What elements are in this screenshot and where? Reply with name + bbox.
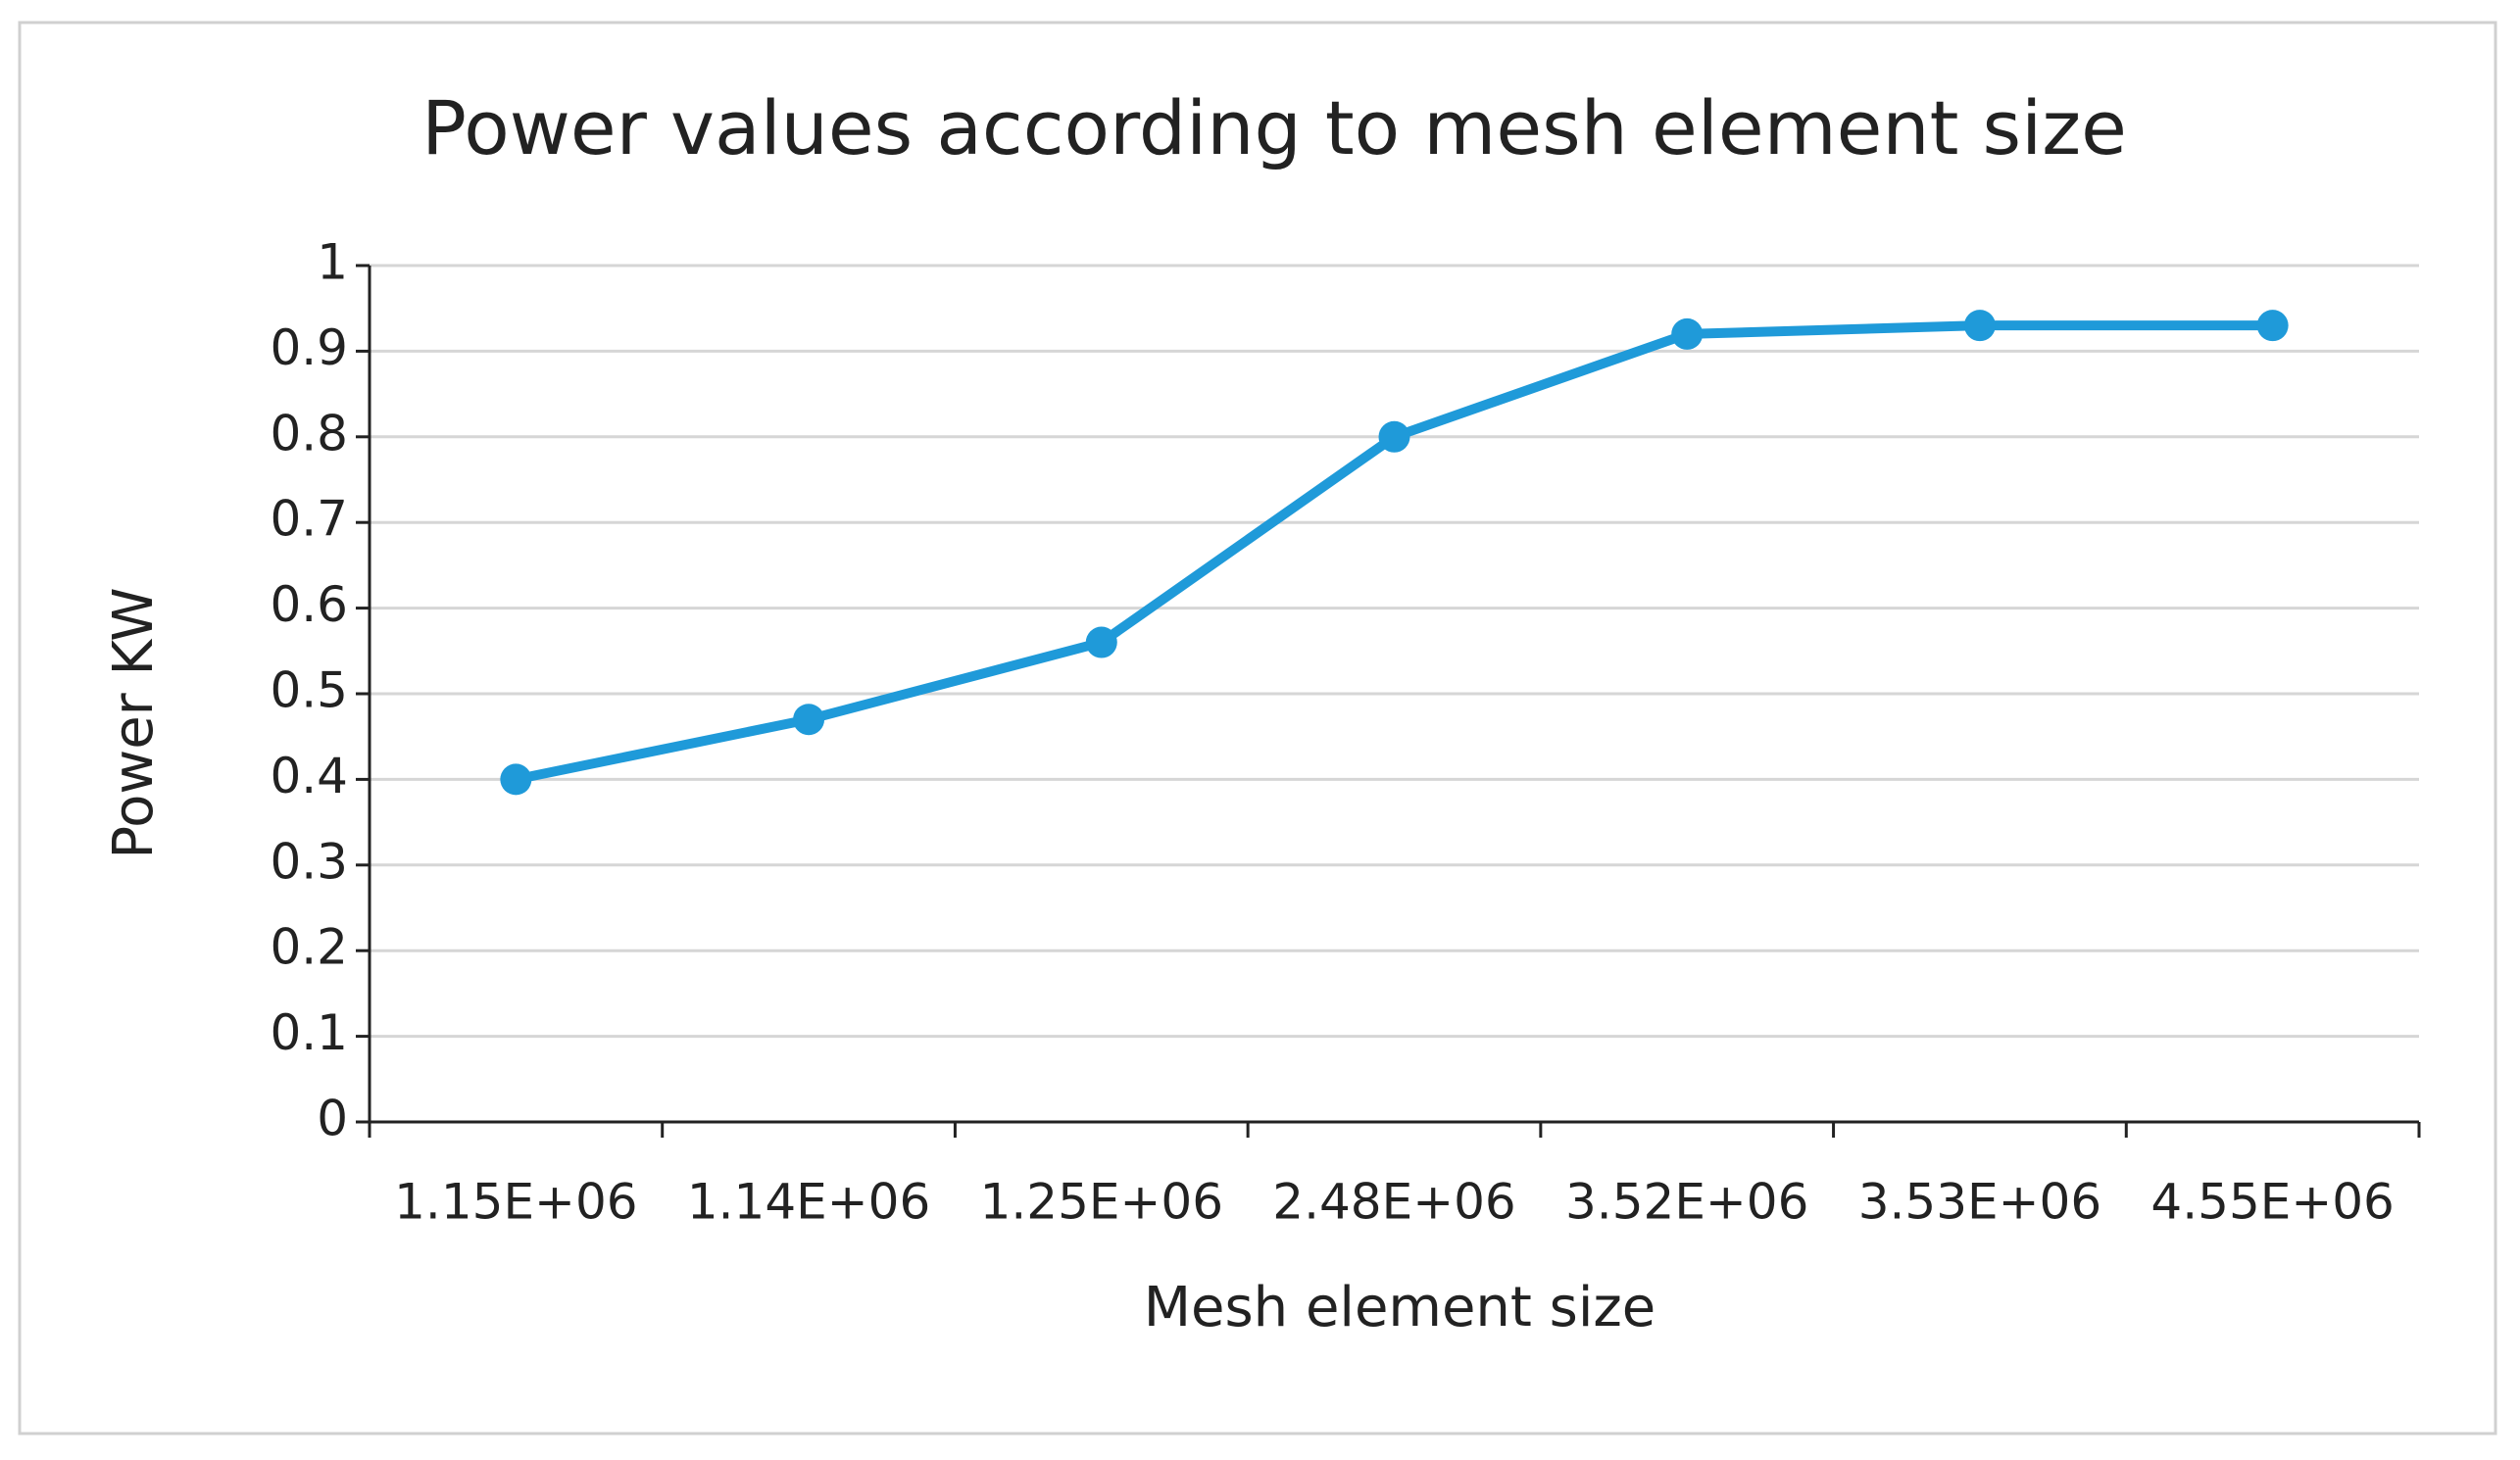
data-point	[2256, 310, 2289, 342]
y-tick-label: 0.5	[270, 662, 348, 719]
data-point	[1378, 420, 1410, 453]
x-tick-label: 2.48E+06	[1272, 1174, 1515, 1231]
data-point	[1671, 317, 1704, 350]
y-axis-label: Power KW	[102, 587, 166, 858]
x-tick-label: 3.52E+06	[1565, 1174, 1808, 1231]
y-tick-label: 0.9	[270, 319, 348, 376]
y-tick-label: 1	[317, 234, 348, 291]
chart-border	[18, 21, 2497, 1436]
x-tick-label: 1.14E+06	[687, 1174, 930, 1231]
x-tick-label: 1.25E+06	[980, 1174, 1223, 1231]
y-tick-label: 0.2	[270, 919, 348, 976]
chart-title: Power values according to mesh element s…	[421, 84, 2127, 171]
y-tick-label: 0.3	[270, 833, 348, 890]
y-tick-label: 0.7	[270, 491, 348, 548]
y-tick-label: 0	[317, 1091, 348, 1147]
y-tick-label: 0.1	[270, 1004, 348, 1061]
x-tick-label: 4.55E+06	[2150, 1174, 2394, 1231]
y-tick-label: 0.4	[270, 748, 348, 804]
x-tick-label: 3.53E+06	[1858, 1174, 2101, 1231]
data-point	[500, 763, 532, 796]
y-tick-label: 0.6	[270, 576, 348, 633]
y-tick-label: 0.8	[270, 405, 348, 462]
data-point	[1963, 310, 1996, 342]
x-axis-label: Mesh element size	[1144, 1276, 1656, 1339]
data-point	[793, 704, 825, 736]
data-point	[1085, 626, 1117, 658]
x-tick-label: 1.15E+06	[394, 1174, 637, 1231]
